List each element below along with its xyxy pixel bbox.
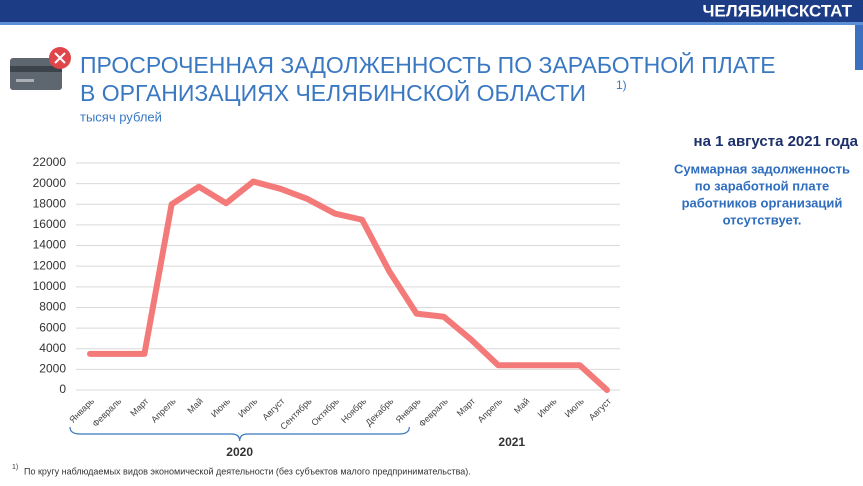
- x-tick-label: Июль: [236, 396, 260, 420]
- side-line: отсутствует.: [723, 212, 802, 227]
- x-tick-label: Март: [128, 396, 150, 418]
- title-note: 1): [616, 78, 627, 92]
- y-tick-label: 10000: [33, 279, 67, 293]
- year-brace: [69, 426, 410, 442]
- x-tick-label: Февраль: [90, 396, 123, 429]
- y-tick-label: 0: [59, 382, 66, 396]
- footnote-text: По кругу наблюдаемых видов экономической…: [24, 466, 471, 476]
- header-stripe: [0, 22, 863, 25]
- header-bar: [0, 0, 863, 22]
- card-icon: [10, 47, 71, 90]
- x-tick-label: Март: [455, 396, 477, 418]
- side-strip: [855, 25, 863, 70]
- title-line: В ОРГАНИЗАЦИЯХ ЧЕЛЯБИНСКОЙ ОБЛАСТИ: [80, 79, 586, 106]
- x-tick-label: Июнь: [535, 396, 558, 419]
- x-tick-label: Апрель: [149, 396, 178, 425]
- x-tick-label: Февраль: [417, 396, 450, 429]
- x-tick-label: Июль: [563, 396, 587, 420]
- y-tick-label: 18000: [33, 196, 67, 210]
- year-label: 2021: [498, 435, 525, 449]
- x-tick-label: Август: [260, 396, 286, 422]
- y-tick-label: 14000: [33, 238, 67, 252]
- org-name: ЧЕЛЯБИНСКСТАТ: [702, 1, 852, 20]
- data-line: [87, 178, 610, 393]
- x-tick-label: Апрель: [476, 396, 505, 425]
- y-tick-label: 20000: [33, 176, 67, 190]
- title-line: ПРОСРОЧЕННАЯ ЗАДОЛЖЕННОСТЬ ПО ЗАРАБОТНОЙ…: [80, 51, 776, 78]
- side-line: работников организаций: [682, 195, 843, 210]
- y-tick-label: 16000: [33, 217, 67, 231]
- x-tick-label: Декабрь: [364, 396, 396, 428]
- x-tick-label: Май: [512, 396, 532, 416]
- x-tick-label: Май: [185, 396, 205, 416]
- x-tick-label: Октябрь: [309, 396, 341, 428]
- side-line: Суммарная задолженность: [674, 161, 850, 176]
- y-tick-label: 6000: [39, 320, 66, 334]
- x-tick-label: Июнь: [209, 396, 232, 419]
- y-tick-label: 8000: [39, 300, 66, 314]
- y-tick-label: 2000: [39, 362, 66, 376]
- side-date: на 1 августа 2021 года: [694, 133, 859, 150]
- y-tick-label: 4000: [39, 341, 66, 355]
- footnote-marker: 1): [12, 464, 18, 471]
- side-text: Суммарная задолженность по заработной пла…: [674, 161, 850, 227]
- y-tick-label: 22000: [33, 155, 67, 169]
- y-tick-label: 12000: [33, 258, 67, 272]
- year-label: 2020: [226, 445, 253, 459]
- side-line: по заработной плате: [695, 178, 829, 193]
- x-tick-label: Август: [587, 396, 613, 422]
- subtitle: тысяч рублей: [80, 109, 162, 124]
